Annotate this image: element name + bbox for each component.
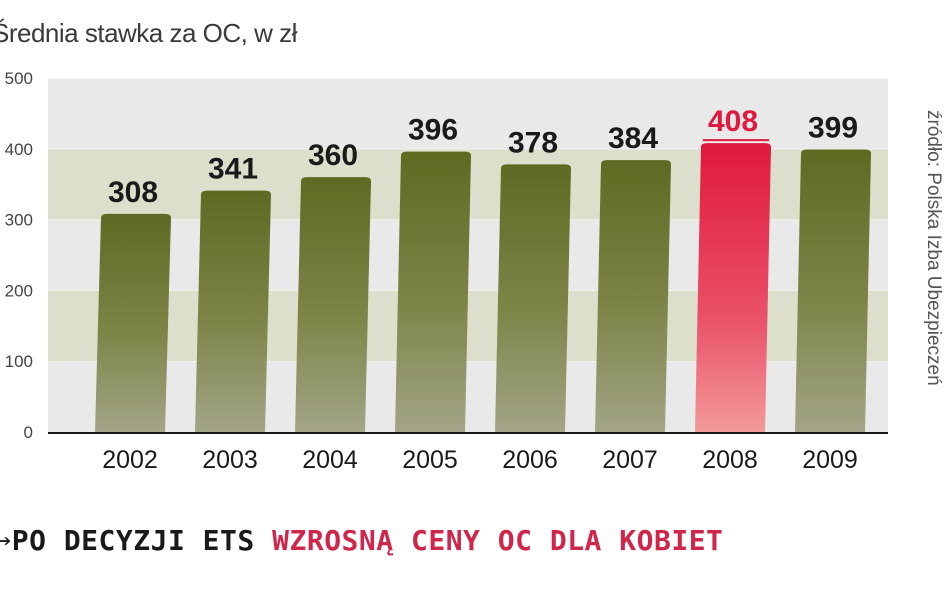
value-label-2004: 360 bbox=[308, 139, 358, 172]
bar-2004 bbox=[295, 177, 371, 432]
bar-2009 bbox=[795, 149, 871, 432]
value-label-2005: 396 bbox=[408, 114, 458, 147]
bar-2008 bbox=[695, 143, 771, 433]
headline: ➔PO DECYZJI ETS WZROSNĄ CENY OC DLA KOBI… bbox=[0, 524, 723, 557]
value-label-2002: 308 bbox=[108, 176, 158, 209]
value-label-2003: 341 bbox=[208, 153, 258, 186]
y-tick-label: 400 bbox=[5, 140, 33, 159]
bar-chart: 0 100 200 300 400 500 308 341 360 396 378 384 408 39… bbox=[5, 69, 888, 474]
value-label-2007: 384 bbox=[608, 122, 658, 155]
x-tick-label-2005: 2005 bbox=[402, 446, 458, 474]
x-tick-label-2003: 2003 bbox=[202, 446, 258, 474]
x-tick-label-2002: 2002 bbox=[102, 446, 158, 474]
bar-2007 bbox=[595, 160, 671, 433]
grid-band bbox=[48, 78, 888, 149]
x-tick-label-2009: 2009 bbox=[802, 446, 858, 474]
y-tick-label: 500 bbox=[5, 69, 33, 88]
headline-dark-text: PO DECYZJI ETS bbox=[11, 524, 273, 557]
bar-2003 bbox=[195, 190, 271, 432]
chart-title: Średnia stawka za OC, w zł bbox=[0, 18, 297, 48]
value-label-2008: 408 bbox=[708, 105, 758, 138]
value-label-2009: 399 bbox=[808, 112, 858, 145]
x-tick-label-2004: 2004 bbox=[302, 446, 358, 474]
x-tick-label-2008: 2008 bbox=[702, 446, 758, 474]
y-tick-label: 0 bbox=[24, 423, 33, 442]
y-tick-label: 100 bbox=[5, 352, 33, 371]
x-tick-label-2007: 2007 bbox=[602, 446, 658, 474]
arrow-icon: ➔ bbox=[0, 529, 12, 554]
y-tick-label: 200 bbox=[5, 281, 33, 300]
bar-2005 bbox=[395, 151, 471, 432]
x-tick-label-2006: 2006 bbox=[502, 446, 558, 474]
bar-2006 bbox=[495, 164, 571, 432]
headline-red-text: WZROSNĄ CENY OC DLA KOBIET bbox=[272, 524, 724, 557]
value-label-2006: 378 bbox=[508, 126, 558, 159]
y-tick-label: 300 bbox=[5, 211, 33, 230]
bar-2002 bbox=[95, 213, 171, 432]
source-note: źródło: Polska Izba Ubezpieczeń bbox=[923, 110, 944, 386]
